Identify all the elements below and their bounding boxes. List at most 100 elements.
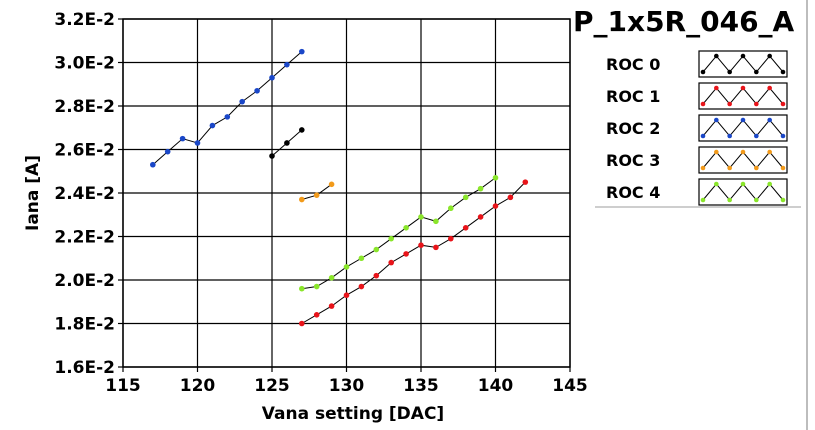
y-tick-label: 2.8E-2	[54, 97, 115, 117]
series-roc-4	[299, 174, 499, 292]
plot-area	[122, 18, 571, 368]
legend-swatch-marker	[700, 165, 706, 171]
legend-swatch-marker	[740, 53, 746, 59]
data-point	[313, 312, 320, 318]
data-point	[299, 48, 305, 55]
x-tick-label: 130	[329, 376, 365, 396]
legend: ROC 0 ROC 1 ROC 2 ROC 3 ROC 4	[595, 44, 801, 208]
legend-swatch-marker	[780, 165, 786, 171]
data-point	[418, 214, 424, 220]
series-roc-2	[150, 48, 305, 168]
legend-swatch-marker	[767, 181, 772, 187]
data-point	[358, 255, 365, 262]
data-point	[462, 225, 469, 231]
x-axis-title: Vana setting [DAC]	[262, 404, 444, 424]
data-point	[299, 196, 305, 203]
data-point	[448, 235, 454, 242]
data-point	[477, 185, 484, 192]
series-line	[301, 181, 526, 324]
data-point	[462, 194, 469, 201]
data-point	[403, 251, 409, 257]
legend-swatch-marker	[754, 165, 759, 171]
legend-swatch-marker	[780, 133, 786, 139]
data-point	[433, 244, 439, 251]
legend-swatch-marker	[767, 117, 772, 123]
legend-swatch-marker	[700, 133, 706, 139]
legend-swatch-marker	[727, 101, 732, 107]
y-tick-label: 1.8E-2	[54, 315, 115, 335]
data-point	[224, 114, 231, 120]
data-point	[492, 203, 499, 209]
y-tick-label: 2.4E-2	[54, 184, 115, 204]
legend-item: ROC 1	[606, 82, 788, 110]
data-point	[373, 246, 380, 253]
legend-item: ROC 4	[606, 178, 788, 206]
chart-title: P_1x5R_046_A	[573, 5, 795, 38]
data-point	[254, 87, 260, 94]
data-point	[522, 179, 529, 185]
data-point	[492, 174, 499, 181]
y-tick-label: 1.6E-2	[54, 358, 115, 378]
legend-label: ROC 1	[606, 87, 660, 106]
legend-swatch-marker	[727, 197, 732, 203]
x-tick-label: 115	[105, 376, 141, 396]
y-tick-label: 2.0E-2	[54, 271, 115, 291]
data-point	[328, 181, 335, 188]
legend-item: ROC 0	[606, 50, 788, 78]
x-tick-label: 120	[180, 376, 216, 396]
legend-label: ROC 0	[606, 55, 660, 74]
legend-swatch-marker	[754, 101, 759, 107]
legend-swatch-marker	[740, 85, 746, 91]
legend-swatch-marker	[754, 133, 759, 139]
data-point	[299, 127, 305, 133]
data-point	[343, 292, 350, 299]
x-tick-label: 125	[254, 376, 290, 396]
legend-label: ROC 4	[606, 183, 660, 202]
data-point	[269, 74, 275, 81]
data-point	[299, 320, 305, 327]
data-point	[507, 194, 514, 201]
legend-swatch-marker	[780, 197, 786, 203]
legend-item: ROC 2	[606, 114, 788, 142]
data-point	[239, 98, 245, 105]
series-line	[152, 51, 303, 166]
series-roc-0	[269, 127, 305, 159]
legend-swatch-marker	[754, 197, 759, 203]
series-roc-3	[299, 181, 335, 203]
legend-label: ROC 3	[606, 151, 660, 170]
data-point	[299, 285, 305, 292]
x-tick-label: 140	[478, 376, 514, 396]
data-point	[388, 235, 395, 242]
data-point	[313, 283, 320, 290]
legend-label: ROC 2	[606, 119, 660, 138]
legend-item: ROC 3	[606, 146, 788, 174]
data-point	[179, 135, 186, 142]
legend-swatch-marker	[780, 101, 786, 107]
data-point	[284, 61, 290, 68]
legend-swatch-marker	[700, 69, 706, 75]
series-roc-1	[299, 179, 529, 327]
y-tick-label: 3.2E-2	[54, 10, 115, 30]
legend-swatch-marker	[754, 69, 759, 75]
tick-labels: 115 120 125 130 135 140 145 1.6E-2 1.8E-2 2.0E-2 2…	[54, 10, 587, 396]
legend-swatch-marker	[767, 149, 772, 155]
grid	[118, 18, 571, 372]
legend-swatch-marker	[700, 101, 706, 107]
legend-swatch-marker	[727, 165, 732, 171]
series-layer	[150, 48, 529, 327]
data-point	[403, 225, 409, 231]
data-point	[373, 272, 380, 279]
data-point	[269, 153, 275, 159]
legend-swatch-marker	[727, 69, 732, 75]
legend-swatch-marker	[740, 181, 746, 187]
legend-swatch-marker	[727, 133, 732, 139]
legend-swatch-marker	[767, 53, 772, 59]
data-point	[209, 122, 216, 129]
legend-swatch-marker	[780, 69, 786, 75]
legend-swatch-marker	[714, 117, 719, 123]
data-point	[448, 205, 454, 212]
data-point	[164, 148, 171, 155]
data-point	[477, 214, 484, 220]
data-point	[388, 259, 395, 266]
